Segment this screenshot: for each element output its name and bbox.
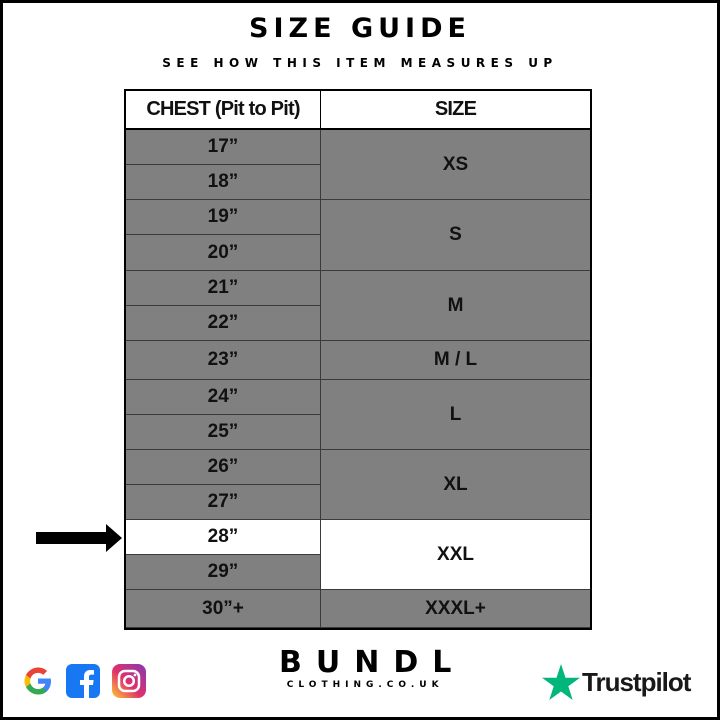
size-table: CHEST (Pit to Pit) SIZE 17” 18” XS 19” 20” S 2…: [124, 89, 592, 630]
chest-cell: 23”: [126, 341, 321, 380]
facebook-icon[interactable]: [66, 664, 100, 698]
size-cell: M: [321, 271, 590, 341]
trustpilot-text: Trustpilot: [582, 666, 691, 697]
chest-cell: 27”: [126, 485, 321, 520]
trustpilot-logo[interactable]: Trustpilot: [542, 664, 691, 700]
size-cell: XS: [321, 130, 590, 200]
page-title: SIZE GUIDE: [249, 13, 471, 44]
size-cell: M / L: [321, 341, 590, 380]
social-icons: [22, 664, 146, 698]
header-size: SIZE: [321, 91, 590, 130]
page-subtitle: SEE HOW THIS ITEM MEASURES UP: [162, 56, 558, 70]
chest-cell: 20”: [126, 235, 321, 271]
size-cell: S: [321, 200, 590, 271]
size-cell: XXXL+: [321, 590, 590, 628]
chest-cell: 18”: [126, 165, 321, 200]
google-icon[interactable]: [22, 665, 54, 697]
size-cell: XL: [321, 450, 590, 520]
chest-cell: 22”: [126, 306, 321, 341]
arrow-right-icon: [36, 524, 122, 552]
brand-logo: BUNDL CLOTHING.CO.UK: [279, 648, 451, 691]
header-chest: CHEST (Pit to Pit): [126, 91, 321, 130]
size-cell: L: [321, 380, 590, 450]
chest-cell: 29”: [126, 555, 321, 590]
brand-name: BUNDL: [279, 645, 466, 680]
star-icon: [542, 664, 580, 700]
instagram-icon[interactable]: [112, 664, 146, 698]
chest-cell: 21”: [126, 271, 321, 306]
chest-cell: 17”: [126, 130, 321, 165]
chest-cell: 28”: [126, 520, 321, 555]
chest-cell: 26”: [126, 450, 321, 485]
chest-cell: 30”+: [126, 590, 321, 628]
chest-cell: 24”: [126, 380, 321, 415]
chest-cell: 19”: [126, 200, 321, 235]
brand-domain: CLOTHING.CO.UK: [286, 680, 444, 690]
chest-cell: 25”: [126, 415, 321, 450]
size-cell: XXL: [321, 520, 590, 590]
